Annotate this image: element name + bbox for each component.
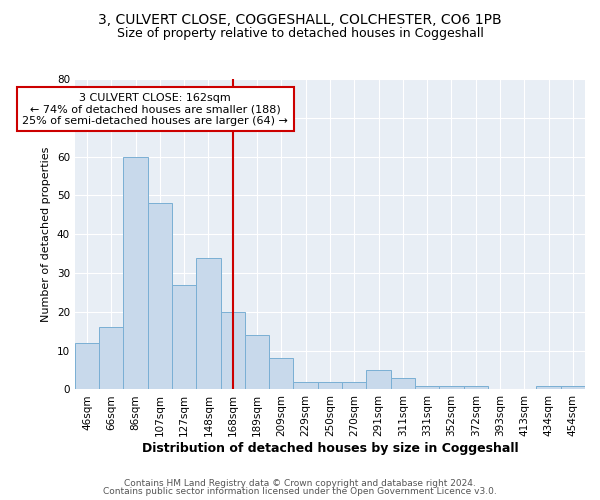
Bar — [196, 258, 221, 390]
Text: Size of property relative to detached houses in Coggeshall: Size of property relative to detached ho… — [116, 28, 484, 40]
Bar — [99, 328, 124, 390]
Bar — [318, 382, 342, 390]
Bar — [367, 370, 391, 390]
Bar — [391, 378, 415, 390]
Bar — [124, 156, 148, 390]
Bar — [561, 386, 585, 390]
Text: Contains HM Land Registry data © Crown copyright and database right 2024.: Contains HM Land Registry data © Crown c… — [124, 478, 476, 488]
Text: Contains public sector information licensed under the Open Government Licence v3: Contains public sector information licen… — [103, 487, 497, 496]
Bar — [439, 386, 464, 390]
Bar — [221, 312, 245, 390]
Bar — [342, 382, 367, 390]
Bar — [172, 284, 196, 390]
Text: 3, CULVERT CLOSE, COGGESHALL, COLCHESTER, CO6 1PB: 3, CULVERT CLOSE, COGGESHALL, COLCHESTER… — [98, 12, 502, 26]
Bar — [148, 203, 172, 390]
Text: 3 CULVERT CLOSE: 162sqm
← 74% of detached houses are smaller (188)
25% of semi-d: 3 CULVERT CLOSE: 162sqm ← 74% of detache… — [22, 92, 288, 126]
X-axis label: Distribution of detached houses by size in Coggeshall: Distribution of detached houses by size … — [142, 442, 518, 455]
Bar — [269, 358, 293, 390]
Bar — [75, 343, 99, 390]
Bar — [415, 386, 439, 390]
Bar — [245, 335, 269, 390]
Bar — [464, 386, 488, 390]
Y-axis label: Number of detached properties: Number of detached properties — [41, 146, 52, 322]
Bar — [293, 382, 318, 390]
Bar — [536, 386, 561, 390]
